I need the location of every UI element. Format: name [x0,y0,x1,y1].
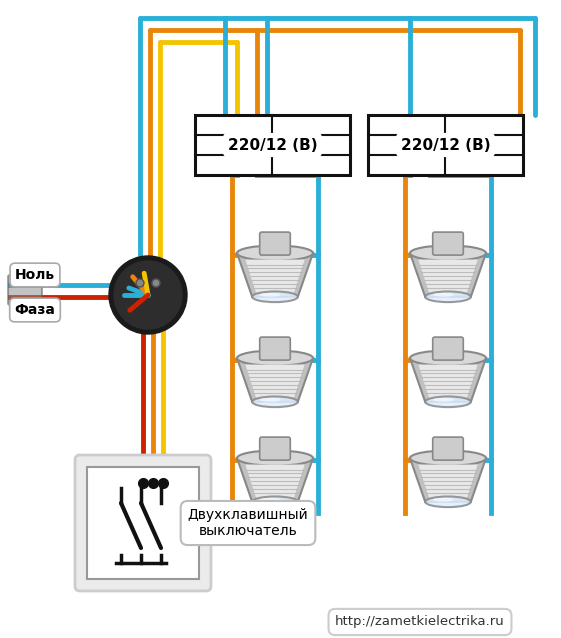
Circle shape [152,279,160,287]
Polygon shape [410,458,486,502]
Ellipse shape [252,496,298,507]
FancyBboxPatch shape [75,455,211,591]
Ellipse shape [252,396,298,407]
Polygon shape [419,260,477,293]
FancyBboxPatch shape [368,115,523,175]
Text: 220/12 (В): 220/12 (В) [228,138,318,152]
Polygon shape [410,253,486,297]
Ellipse shape [425,292,471,302]
Polygon shape [419,364,477,398]
Text: Фаза: Фаза [15,303,56,317]
Ellipse shape [237,246,313,261]
FancyBboxPatch shape [8,275,42,305]
Polygon shape [245,364,305,398]
Polygon shape [237,458,313,502]
Ellipse shape [410,350,486,366]
Ellipse shape [260,398,281,402]
Ellipse shape [433,293,454,297]
Circle shape [136,279,144,287]
FancyBboxPatch shape [87,467,199,579]
Ellipse shape [410,246,486,261]
Text: http://zametkielectrika.ru: http://zametkielectrika.ru [335,616,505,628]
Ellipse shape [433,398,454,402]
Polygon shape [245,260,305,293]
Ellipse shape [260,293,281,297]
Circle shape [114,261,182,329]
FancyBboxPatch shape [433,437,463,460]
Ellipse shape [237,350,313,366]
Polygon shape [410,358,486,402]
Polygon shape [237,253,313,297]
FancyBboxPatch shape [260,232,290,255]
Ellipse shape [252,292,298,302]
Ellipse shape [237,450,313,466]
Circle shape [137,281,142,285]
FancyBboxPatch shape [433,232,463,255]
Polygon shape [245,464,305,498]
Polygon shape [419,464,477,498]
Ellipse shape [425,496,471,507]
Circle shape [109,256,187,334]
FancyBboxPatch shape [433,337,463,360]
FancyBboxPatch shape [195,115,350,175]
Circle shape [154,281,159,285]
Ellipse shape [260,498,281,501]
Polygon shape [237,358,313,402]
Text: Ноль: Ноль [15,268,55,282]
Ellipse shape [425,396,471,407]
FancyBboxPatch shape [260,437,290,460]
FancyBboxPatch shape [260,337,290,360]
Text: 220/12 (В): 220/12 (В) [401,138,490,152]
Text: Двухклавишный
выключатель: Двухклавишный выключатель [187,508,309,538]
Ellipse shape [410,450,486,466]
Ellipse shape [433,498,454,501]
